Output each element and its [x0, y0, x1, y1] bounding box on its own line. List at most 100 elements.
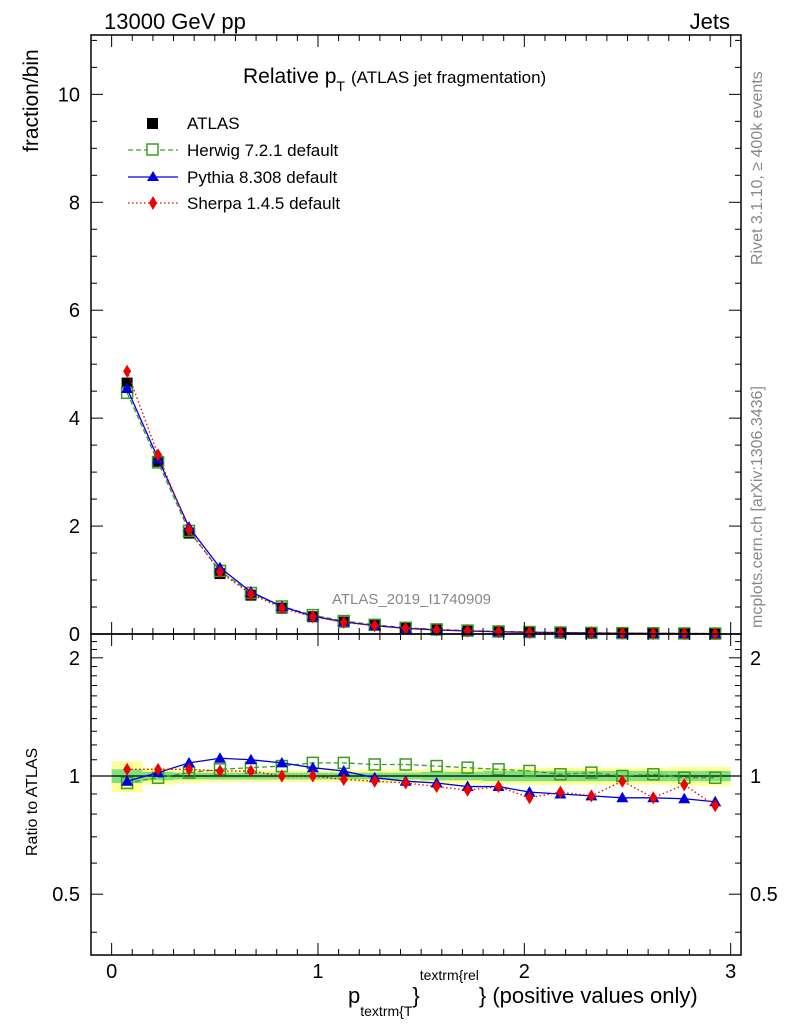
ratio-point-sherpa: [370, 774, 379, 788]
ratio-panel-marks: [120, 752, 722, 813]
ratio-point-sherpa: [308, 769, 317, 783]
main-y-tick-label: 0: [69, 624, 80, 646]
ratio-point-pythia: [213, 752, 226, 763]
ratio-point-herwig: [708, 771, 722, 784]
ratio-point-sherpa: [711, 799, 720, 813]
legend-marker-herwig: [146, 143, 159, 156]
ratio-point-sherpa: [618, 774, 627, 788]
main-point-sherpa: [215, 565, 224, 579]
ratio-point-pythia: [337, 764, 350, 776]
main-point-sherpa: [618, 626, 627, 640]
ratio-frame: [90, 633, 742, 956]
ratio-point-pythia: [183, 756, 196, 768]
ratio-point-herwig: [368, 758, 381, 771]
main-point-sherpa: [185, 523, 194, 537]
ratio-point-sherpa: [556, 785, 565, 799]
main-point-sherpa: [525, 625, 534, 639]
legend-marker-pythia: [147, 171, 159, 181]
main-y-tick-label: 10: [58, 84, 80, 106]
ratio-y-tick-label-right: 2: [750, 648, 761, 670]
ratio-point-sherpa: [154, 762, 163, 776]
main-point-sherpa: [370, 619, 379, 633]
ratio-point-sherpa: [494, 780, 503, 794]
chart-title-rest: (ATLAS jet fragmentation): [351, 68, 546, 87]
ratio-point-herwig: [647, 768, 660, 781]
ratio-point-sherpa: [215, 764, 224, 778]
ratio-point-herwig: [523, 764, 536, 778]
chart-title-main: Relative p: [243, 65, 336, 88]
ratio-point-sherpa: [587, 789, 596, 803]
ratio-point-pythia: [275, 756, 288, 768]
ratio-y-tick-label: 0.5: [52, 884, 80, 906]
ratio-point-sherpa: [185, 762, 194, 776]
ratio-point-pythia: [616, 791, 629, 803]
ratio-point-herwig: [554, 768, 567, 781]
ratio-ylabel: Ratio to ATLAS: [24, 748, 41, 856]
legend: ATLAS Herwig 7.2.1 default Pythia 8.308 …: [128, 114, 340, 213]
x-axis-label-sup: textrm{rel: [420, 967, 479, 983]
x-axis-label: ptextrm{T}textrm{rel} (positive values o…: [348, 967, 698, 1019]
main-point-sherpa: [587, 626, 596, 640]
ratio-point-sherpa: [680, 778, 689, 792]
ratio-point-herwig: [492, 763, 505, 776]
ratio-point-sherpa: [123, 762, 132, 776]
ratio-point-herwig: [399, 758, 412, 771]
ratio-point-sherpa: [525, 791, 534, 805]
ratio-point-sherpa: [277, 769, 286, 783]
legend-label-pythia: Pythia 8.308 default: [187, 168, 338, 187]
ratio-point-pythia: [244, 753, 257, 765]
legend-label-sherpa: Sherpa 1.4.5 default: [187, 194, 340, 213]
ratio-y-tick-label-right: 1: [750, 766, 761, 788]
x-axis-label-sub: textrm{T: [360, 1003, 413, 1019]
legend-label-atlas: ATLAS: [187, 114, 240, 133]
main-y-tick-label: 4: [69, 408, 80, 430]
main-y-tick-label: 8: [69, 192, 80, 214]
analysis-label: ATLAS_2019_I1740909: [332, 591, 491, 608]
x-axis-label-brace: }: [412, 983, 419, 1008]
ratio-point-pythia: [678, 792, 691, 804]
mcplots-label: mcplots.cern.ch [arXiv:1306.3436]: [749, 386, 766, 628]
ratio-point-sherpa: [649, 791, 658, 805]
ratio-point-pythia: [306, 761, 319, 773]
legend-marker-sherpa: [149, 196, 157, 210]
process-label: Jets: [690, 9, 730, 34]
x-axis-label-main: p: [348, 983, 360, 1008]
rivet-label: Rivet 3.1.10, ≥ 400k events: [749, 71, 766, 265]
ratio-line-pythia: [126, 757, 716, 803]
ratio-y-tick-label-right: 0.5: [750, 884, 778, 906]
x-tick-label: 3: [725, 961, 736, 983]
ratio-y-tick-label: 1: [69, 766, 80, 788]
x-axis-label-rest: } (positive values only): [479, 983, 698, 1008]
main-point-pythia: [121, 382, 134, 393]
main-ylabel: fraction/bin: [20, 49, 43, 152]
ratio-point-sherpa: [463, 783, 472, 797]
ratio-line-sherpa: [127, 768, 716, 807]
main-point-sherpa: [339, 615, 348, 629]
chart-title: Relative pT (ATLAS jet fragmentation): [243, 65, 546, 94]
main-line-sherpa: [126, 370, 716, 635]
x-tick-label: 2: [519, 961, 530, 983]
ratio-point-herwig: [585, 766, 598, 779]
energy-label: 13000 GeV pp: [104, 9, 246, 34]
chart-title-sub: T: [336, 78, 345, 94]
ratio-y-tick-label: 2: [69, 648, 80, 670]
ratio-point-sherpa: [432, 780, 441, 794]
legend-label-herwig: Herwig 7.2.1 default: [187, 141, 338, 160]
main-point-sherpa: [401, 621, 410, 635]
main-y-tick-label: 2: [69, 516, 80, 538]
main-point-sherpa: [556, 626, 565, 640]
ratio-point-herwig: [461, 761, 474, 774]
main-point-sherpa: [277, 601, 286, 615]
x-tick-label: 0: [106, 961, 117, 983]
main-point-sherpa: [246, 587, 255, 601]
legend-marker-atlas: [147, 118, 158, 129]
main-point-sherpa: [154, 448, 163, 462]
x-tick-label: 1: [312, 961, 323, 983]
ratio-point-sherpa: [401, 776, 410, 790]
ratio-point-herwig: [430, 759, 443, 773]
main-y-tick-label: 6: [69, 300, 80, 322]
ratio-point-pythia: [121, 775, 134, 786]
main-point-sherpa: [123, 364, 132, 378]
